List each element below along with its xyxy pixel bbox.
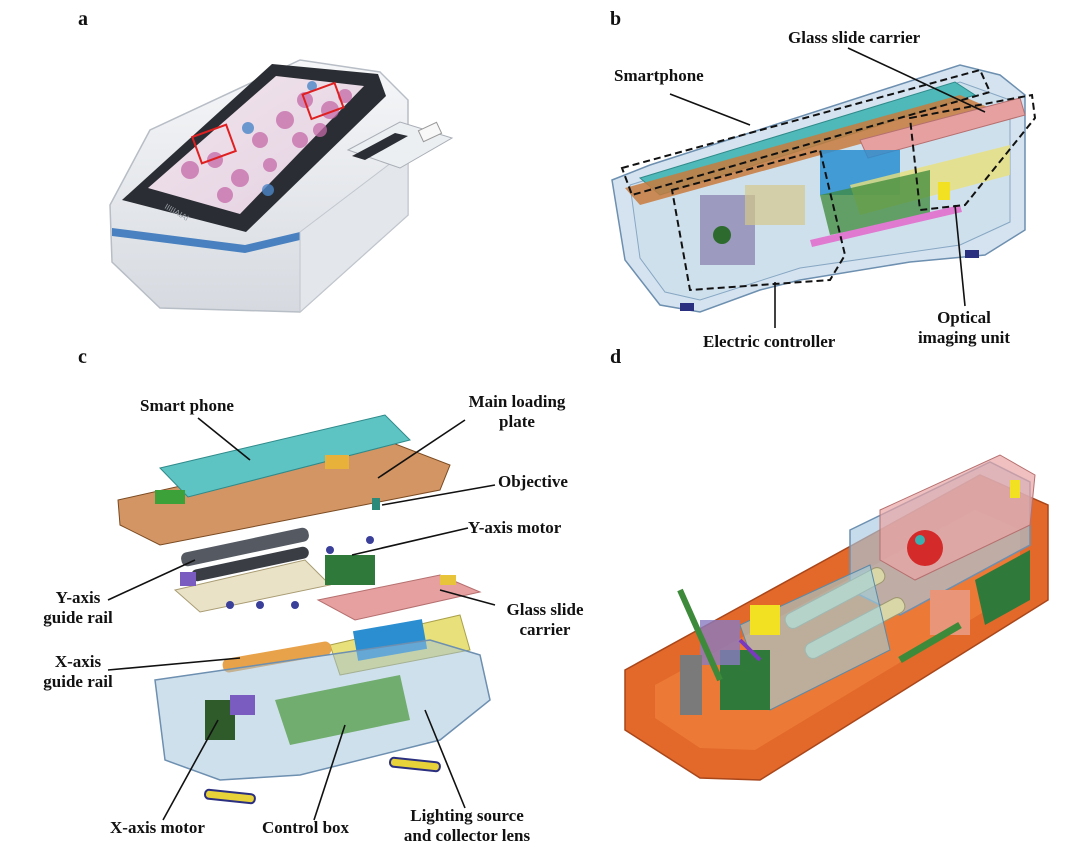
panel-label-c: c	[78, 346, 87, 368]
screen-cells	[181, 89, 352, 203]
panel-label-a: a	[78, 8, 88, 30]
label-x-axis-guide-rail-line1: X-axis	[54, 652, 102, 671]
label-main-loading-plate-line2: plate	[499, 412, 535, 431]
panel-label-d: d	[610, 346, 622, 368]
label-y-axis-motor: Y-axis motor	[468, 518, 562, 537]
label-x-axis-motor: X-axis motor	[110, 818, 205, 837]
panel-c-exploded-view	[107, 414, 496, 821]
label-optical-imaging-unit-line2: imaging unit	[917, 328, 1011, 347]
label-optical-imaging-unit-line1: Optical	[937, 308, 991, 327]
label-glass-slide-carrier-c: Glass slide carrier	[490, 600, 600, 640]
label-y-axis-guide-rail: Y-axis guide rail	[28, 588, 128, 628]
label-lighting-source: Lighting source and collector lens	[392, 806, 542, 846]
label-y-axis-guide-rail-line2: guide rail	[43, 608, 113, 627]
label-glass-slide-carrier-c-line1: Glass slide	[506, 600, 584, 619]
panel-d-stage	[624, 454, 1049, 781]
panel-label-b: b	[610, 8, 622, 30]
label-electric-controller: Electric controller	[703, 332, 836, 351]
label-control-box: Control box	[262, 818, 350, 837]
label-glass-slide-carrier-c-line2: carrier	[519, 620, 571, 639]
label-objective: Objective	[498, 472, 568, 491]
label-x-axis-guide-rail-line2: guide rail	[43, 672, 113, 691]
label-y-axis-guide-rail-line1: Y-axis	[55, 588, 101, 607]
label-smart-phone-c: Smart phone	[140, 396, 234, 415]
label-main-loading-plate: Main loading plate	[455, 392, 579, 432]
label-lighting-source-line1: Lighting source	[410, 806, 524, 825]
label-lighting-source-line2: and collector lens	[403, 826, 531, 845]
label-glass-slide-carrier-b: Glass slide carrier	[788, 28, 921, 47]
label-optical-imaging-unit: Optical imaging unit	[912, 308, 1016, 348]
label-main-loading-plate-line1: Main loading	[468, 392, 566, 411]
label-x-axis-guide-rail: X-axis guide rail	[28, 652, 128, 692]
panel-b-section-view	[611, 47, 1037, 328]
label-smartphone-b: Smartphone	[614, 66, 704, 85]
panel-a-device: IIIIIAIAI	[109, 59, 454, 314]
